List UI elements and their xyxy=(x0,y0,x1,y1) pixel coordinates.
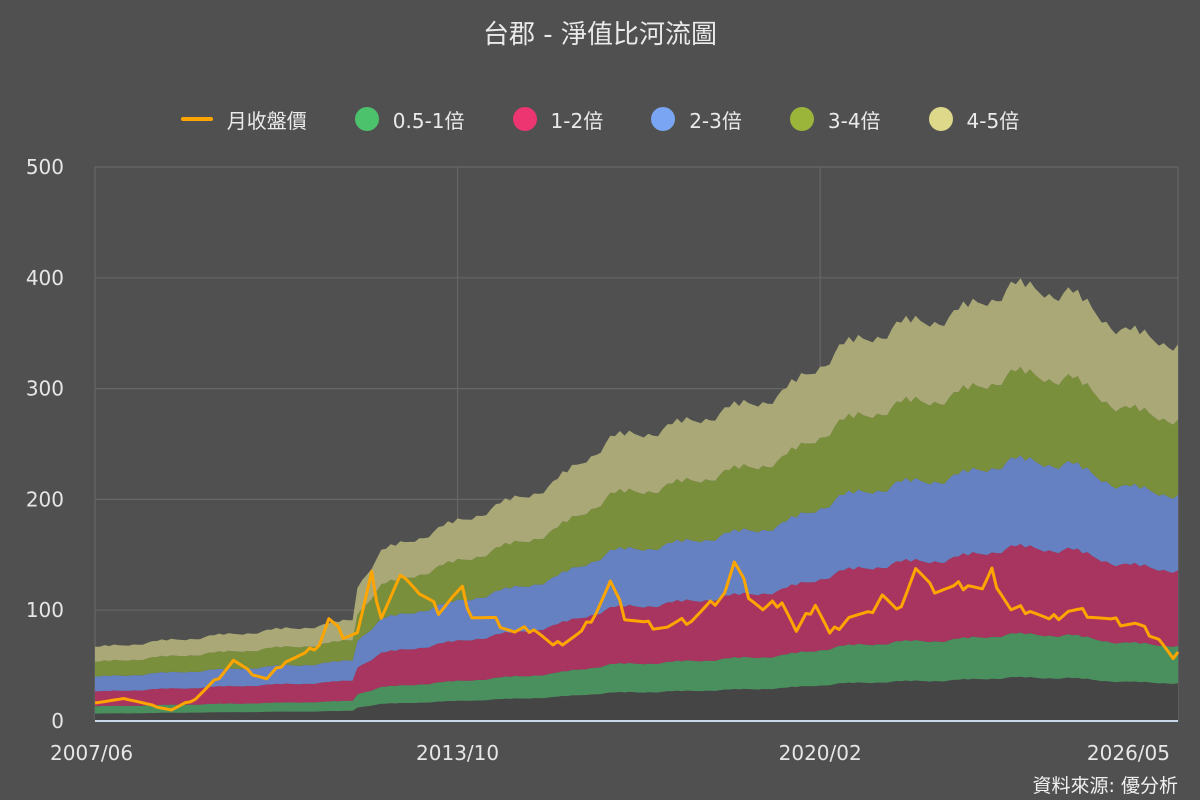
x-tick-label: 2007/06 xyxy=(50,741,133,765)
band-3-4倍 xyxy=(95,366,1178,677)
legend-item-4[interactable]: 3-4倍 xyxy=(789,105,881,134)
legend-label: 月收盤價 xyxy=(226,108,307,133)
band-1-2倍 xyxy=(95,543,1178,707)
price-line xyxy=(94,560,1180,712)
band-2-3倍 xyxy=(95,455,1178,692)
y-tick-label: 100 xyxy=(26,598,64,622)
data-source-credit: 資料來源: 優分析 xyxy=(1032,775,1178,797)
y-tick-label: 200 xyxy=(26,487,64,511)
legend-label: 3-4倍 xyxy=(827,108,881,133)
x-tick-label: 2026/05 xyxy=(1087,741,1170,765)
legend-item-2[interactable]: 1-2倍 xyxy=(512,105,604,134)
y-tick-label: 300 xyxy=(26,377,64,401)
legend-dot-swatch xyxy=(512,107,537,131)
legend-line-swatch xyxy=(180,117,213,121)
legend-item-3[interactable]: 2-3倍 xyxy=(651,105,742,134)
legend-dot-swatch xyxy=(928,107,953,131)
legend-dot-swatch xyxy=(354,107,379,131)
legend-label: 1-2倍 xyxy=(550,108,604,133)
chart-title: 台郡 - 淨值比河流圖 xyxy=(483,20,717,50)
legend-label: 4-5倍 xyxy=(966,108,1020,133)
band-0.5-1倍 xyxy=(95,632,1178,714)
legend-dot-swatch xyxy=(651,107,676,131)
legend-item-1[interactable]: 0.5-1倍 xyxy=(354,105,465,134)
y-tick-label: 400 xyxy=(26,266,64,290)
legend-item-5[interactable]: 4-5倍 xyxy=(928,105,1020,134)
x-tick-label: 2020/02 xyxy=(779,741,862,765)
legend-label: 2-3倍 xyxy=(689,108,742,133)
river-bands xyxy=(95,278,1178,721)
legend-label: 0.5-1倍 xyxy=(392,108,465,133)
y-tick-label: 500 xyxy=(26,155,64,179)
x-tick-label: 2013/10 xyxy=(416,741,499,765)
y-tick-label: 0 xyxy=(51,709,64,733)
legend-item-0[interactable]: 月收盤價 xyxy=(180,105,307,134)
legend-dot-swatch xyxy=(789,107,814,131)
band-below-0.5x xyxy=(95,676,1178,721)
chart-legend: 月收盤價 0.5-1倍 1-2倍 2-3倍 3-4倍 4-5倍 xyxy=(0,104,1200,134)
band-4-5倍 xyxy=(95,278,1178,662)
